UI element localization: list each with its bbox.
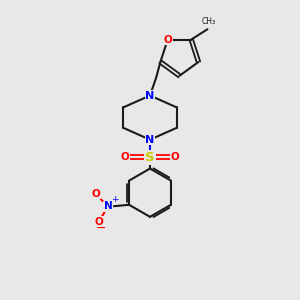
- Text: N: N: [146, 135, 154, 145]
- Text: O: O: [163, 34, 172, 45]
- Text: CH₃: CH₃: [201, 17, 215, 26]
- Text: S: S: [145, 151, 155, 164]
- Text: −: −: [95, 222, 106, 236]
- Text: O: O: [95, 217, 103, 226]
- Text: O: O: [121, 152, 129, 162]
- Text: +: +: [111, 195, 118, 204]
- Text: O: O: [91, 189, 100, 199]
- Text: N: N: [103, 201, 112, 211]
- Text: N: N: [146, 91, 154, 100]
- Text: O: O: [171, 152, 179, 162]
